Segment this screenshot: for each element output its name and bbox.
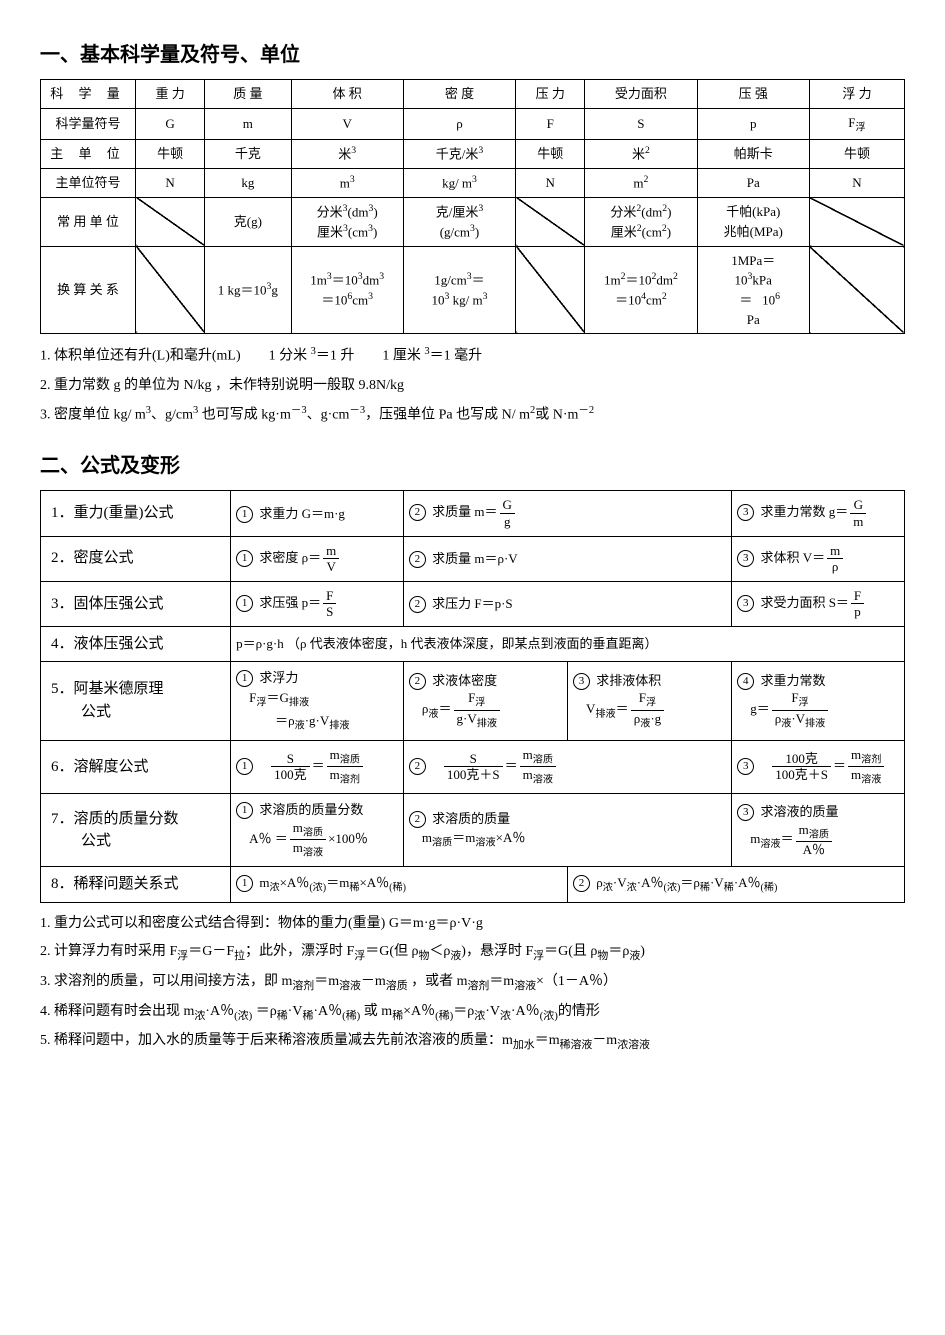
- f-cell: 3 求重力常数 g＝Gm: [732, 491, 905, 536]
- note-line: 4. 稀释问题有时会出现 m浓·A％(浓) ＝ρ稀·V稀·A％(稀) 或 m稀×…: [40, 999, 905, 1027]
- note-line: 1. 重力公式可以和密度公式结合得到：物体的重力(重量) G＝m·g＝ρ·V·g: [40, 911, 905, 938]
- f-cell: 2 求溶质的质量 m溶质＝m溶液×A％: [403, 794, 731, 867]
- t1-cell: N: [809, 169, 904, 198]
- t1-cell: m: [205, 108, 291, 140]
- f-cell: 1 求压强 p＝FS: [231, 581, 404, 626]
- f-cell: 2 求压力 F＝p·S: [403, 581, 731, 626]
- formulas-table: 1．重力(重量)公式1 求重力 G＝m·g2 求质量 m＝Gg3 求重力常数 g…: [40, 490, 905, 902]
- t1-cell: N: [136, 169, 205, 198]
- t1-cell: 克/厘米3(g/cm3): [403, 197, 515, 246]
- f-cell: 3 求体积 V＝mρ: [732, 536, 905, 581]
- t1-cell: m3: [291, 169, 403, 198]
- t1-cell: 千克: [205, 140, 291, 169]
- t1-cell: m2: [585, 169, 697, 198]
- t1-cell: 密 度: [403, 80, 515, 109]
- t1-cell: [136, 197, 205, 246]
- t1-cell: [809, 197, 904, 246]
- t1-cell: 体 积: [291, 80, 403, 109]
- t1-cell: F: [516, 108, 585, 140]
- f-cell: 3 求受力面积 S＝Fp: [732, 581, 905, 626]
- t1-rowlabel: 主 单 位: [41, 140, 136, 169]
- t1-rowlabel: 常 用 单 位: [41, 197, 136, 246]
- section1-title: 一、基本科学量及符号、单位: [40, 38, 905, 67]
- t1-cell: F浮: [809, 108, 904, 140]
- f-label: 6．溶解度公式: [41, 740, 231, 794]
- t1-cell: kg/ m3: [403, 169, 515, 198]
- note-line: 3. 密度单位 kg/ m3、g/cm3 也可写成 kg·m－3、g·cm－3，…: [40, 401, 905, 429]
- t1-rowlabel: 主单位符号: [41, 169, 136, 198]
- f-label: 5．阿基米德原理 公式: [41, 662, 231, 740]
- t1-cell: 帕斯卡: [697, 140, 809, 169]
- t1-rowlabel: 科学量符号: [41, 108, 136, 140]
- note-line: 5. 稀释问题中，加入水的质量等于后来稀溶液质量减去先前浓溶液的质量：m加水＝m…: [40, 1028, 905, 1056]
- t1-cell: 1 kg＝103g: [205, 246, 291, 334]
- section2-title: 二、公式及变形: [40, 449, 905, 478]
- note-line: 3. 求溶剂的质量，可以用间接方法，即 m溶剂＝m溶液－m溶质 ，或者 m溶剂＝…: [40, 969, 905, 997]
- f-cell: 1 m浓×A％(浓)＝m稀×A％(稀): [231, 867, 568, 903]
- t1-cell: 克(g): [205, 197, 291, 246]
- t1-cell: 千帕(kPa)兆帕(MPa): [697, 197, 809, 246]
- t1-cell: 质 量: [205, 80, 291, 109]
- f-cell: 3 求排液体积 V排液＝F浮ρ液·g: [568, 662, 732, 740]
- f-label: 4．液体压强公式: [41, 626, 231, 662]
- f-cell: 2 求质量 m＝Gg: [403, 491, 731, 536]
- t1-cell: [809, 246, 904, 334]
- t1-cell: 浮 力: [809, 80, 904, 109]
- t1-cell: 1m3＝103dm3＝106cm3: [291, 246, 403, 334]
- f-label: 2．密度公式: [41, 536, 231, 581]
- t1-cell: 1MPa＝103kPa ＝ 106Pa: [697, 246, 809, 334]
- f-cell: 1 求密度 ρ＝mV: [231, 536, 404, 581]
- f-cell: 3 100克100克＋S＝m溶剂m溶液: [732, 740, 905, 794]
- t1-cell: 1m2＝102dm2＝104cm2: [585, 246, 697, 334]
- t1-cell: 牛顿: [809, 140, 904, 169]
- t1-cell: 重 力: [136, 80, 205, 109]
- t1-cell: 1g/cm3＝103 kg/ m3: [403, 246, 515, 334]
- t1-cell: 压 力: [516, 80, 585, 109]
- note-line: 1. 体积单位还有升(L)和毫升(mL) 1 分米 3＝1 升 1 厘米 3＝1…: [40, 342, 905, 370]
- t1-cell: V: [291, 108, 403, 140]
- t1-cell: ρ: [403, 108, 515, 140]
- t1-cell: S: [585, 108, 697, 140]
- note-line: 2. 重力常数 g 的单位为 N/kg ，未作特别说明一般取 9.8N/kg: [40, 373, 905, 400]
- t1-cell: 受力面积: [585, 80, 697, 109]
- f-cell: 1 S100克＝m溶质m溶剂: [231, 740, 404, 794]
- f-cell: p＝ρ·g·h （ρ 代表液体密度，h 代表液体深度，即某点到液面的垂直距离）: [231, 626, 905, 662]
- notes-1: 1. 体积单位还有升(L)和毫升(mL) 1 分米 3＝1 升 1 厘米 3＝1…: [40, 342, 905, 429]
- f-cell: 3 求溶液的质量 m溶液＝m溶质A％: [732, 794, 905, 867]
- f-cell: 1 求溶质的质量分数 A％ ＝m溶质m溶液×100％: [231, 794, 404, 867]
- t1-cell: 分米2(dm2)厘米2(cm2): [585, 197, 697, 246]
- f-label: 7．溶质的质量分数 公式: [41, 794, 231, 867]
- f-label: 8．稀释问题关系式: [41, 867, 231, 903]
- f-label: 1．重力(重量)公式: [41, 491, 231, 536]
- t1-cell: [516, 197, 585, 246]
- f-cell: 2 求液体密度 ρ液＝F浮g·V排液: [403, 662, 567, 740]
- t1-cell: 米3: [291, 140, 403, 169]
- t1-cell: [136, 246, 205, 334]
- t1-rowlabel: 科 学 量: [41, 80, 136, 109]
- t1-cell: Pa: [697, 169, 809, 198]
- t1-cell: 牛顿: [136, 140, 205, 169]
- f-cell: 2 S100克＋S＝m溶质m溶液: [403, 740, 731, 794]
- t1-cell: 米2: [585, 140, 697, 169]
- t1-cell: [516, 246, 585, 334]
- t1-cell: p: [697, 108, 809, 140]
- f-cell: 1 求浮力 F浮＝G排液 ＝ρ液·g·V排液: [231, 662, 404, 740]
- f-cell: 1 求重力 G＝m·g: [231, 491, 404, 536]
- notes-2: 1. 重力公式可以和密度公式结合得到：物体的重力(重量) G＝m·g＝ρ·V·g…: [40, 911, 905, 1056]
- f-cell: 2 ρ浓·V浓·A％(浓)＝ρ稀·V稀·A％(稀): [568, 867, 905, 903]
- t1-cell: 压 强: [697, 80, 809, 109]
- t1-cell: G: [136, 108, 205, 140]
- t1-cell: 牛顿: [516, 140, 585, 169]
- f-label: 3．固体压强公式: [41, 581, 231, 626]
- t1-cell: N: [516, 169, 585, 198]
- f-cell: 4 求重力常数 g＝F浮ρ液·V排液: [732, 662, 905, 740]
- t1-cell: kg: [205, 169, 291, 198]
- f-cell: 2 求质量 m＝ρ·V: [403, 536, 731, 581]
- t1-cell: 千克/米3: [403, 140, 515, 169]
- quantities-table: 科 学 量重 力质 量体 积密 度压 力受力面积压 强浮 力科学量符号GmVρF…: [40, 79, 905, 334]
- t1-rowlabel: 换 算 关 系: [41, 246, 136, 334]
- note-line: 2. 计算浮力有时采用 F浮＝G－F拉；此外，漂浮时 F浮＝G(但 ρ物＜ρ液)…: [40, 939, 905, 967]
- t1-cell: 分米3(dm3)厘米3(cm3): [291, 197, 403, 246]
